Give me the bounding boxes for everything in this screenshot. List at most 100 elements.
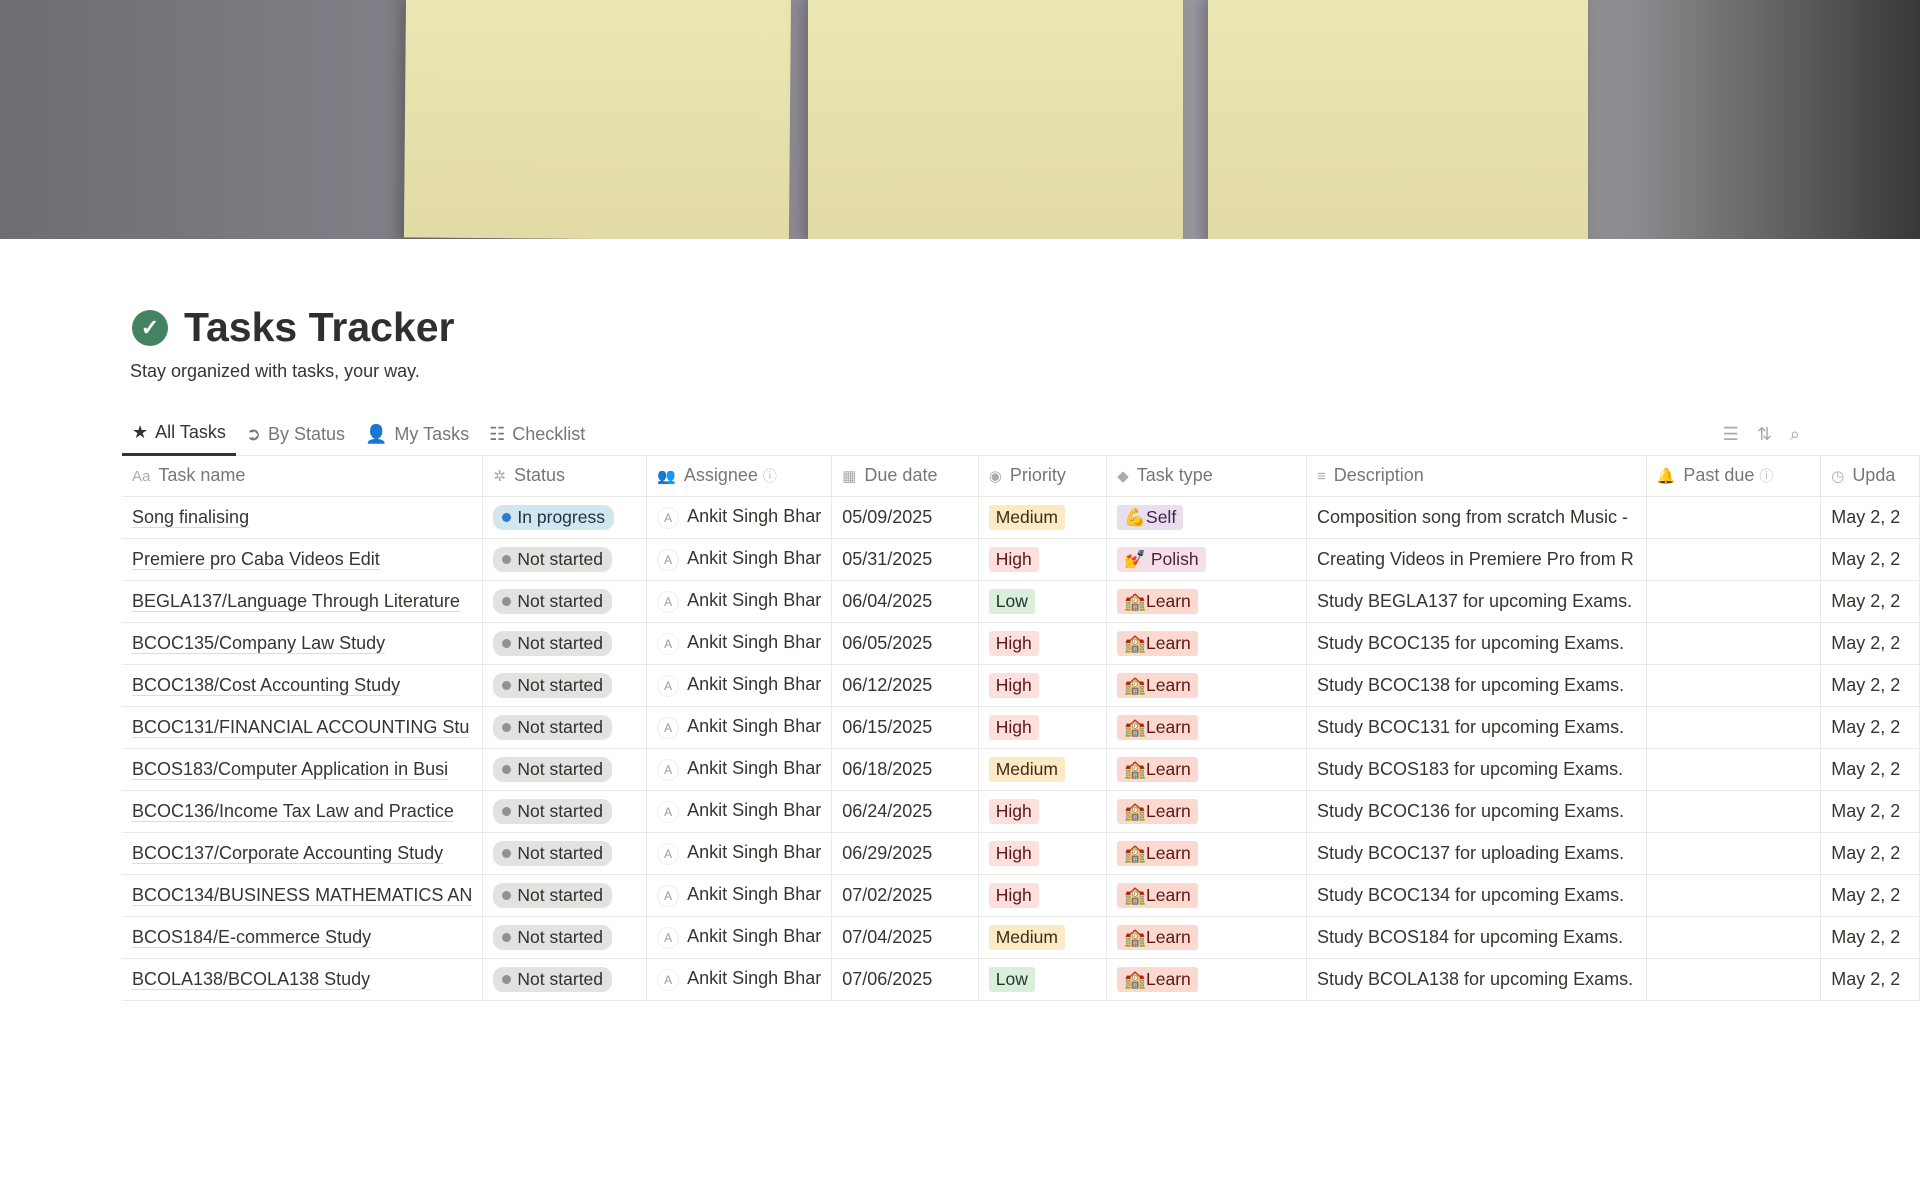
status-cell[interactable]: Not started xyxy=(482,916,648,959)
description-cell[interactable]: Study BCOC131 for upcoming Exams. xyxy=(1306,706,1647,749)
updated-cell[interactable]: May 2, 2 xyxy=(1820,790,1920,833)
column-header-task-name[interactable]: Aa Task name xyxy=(122,456,484,497)
description-cell[interactable]: Study BCOC134 for upcoming Exams. xyxy=(1306,874,1647,917)
status-cell[interactable]: Not started xyxy=(482,538,648,581)
task-type-cell[interactable]: 🏫Learn xyxy=(1106,622,1307,665)
tab-my-tasks[interactable]: 👤 My Tasks xyxy=(364,423,470,444)
column-header-upda[interactable]: ◷ Upda xyxy=(1820,456,1920,497)
past-due-cell[interactable] xyxy=(1646,706,1822,749)
info-icon[interactable]: ⓘ xyxy=(762,468,777,485)
priority-cell[interactable]: Low xyxy=(978,958,1108,1001)
assignee-cell[interactable]: A Ankit Singh Bhar xyxy=(646,664,833,707)
updated-cell[interactable]: May 2, 2 xyxy=(1820,664,1920,707)
past-due-cell[interactable] xyxy=(1646,874,1822,917)
updated-cell[interactable]: May 2, 2 xyxy=(1820,706,1920,749)
past-due-cell[interactable] xyxy=(1646,790,1822,833)
status-cell[interactable]: Not started xyxy=(482,958,648,1001)
assignee-cell[interactable]: A Ankit Singh Bhar xyxy=(646,958,833,1001)
table-row[interactable]: BCOC131/FINANCIAL ACCOUNTING Stu Not sta… xyxy=(122,706,1920,749)
description-cell[interactable]: Study BCOC137 for uploading Exams. xyxy=(1306,832,1647,875)
column-header-due-date[interactable]: ▦ Due date xyxy=(831,456,979,497)
status-cell[interactable]: Not started xyxy=(482,706,648,749)
priority-cell[interactable]: High xyxy=(978,874,1108,917)
table-row[interactable]: BCOS184/E-commerce Study Not started A An… xyxy=(122,916,1920,959)
updated-cell[interactable]: May 2, 2 xyxy=(1820,832,1920,875)
past-due-cell[interactable] xyxy=(1646,832,1822,875)
description-cell[interactable]: Study BCOC138 for upcoming Exams. xyxy=(1306,664,1647,707)
table-row[interactable]: Premiere pro Caba Videos Edit Not starte… xyxy=(122,538,1920,581)
task-name-cell[interactable]: BCOS183/Computer Application in Busi xyxy=(122,748,484,791)
column-header-status[interactable]: ✲ Status xyxy=(482,456,648,497)
description-cell[interactable]: Study BCOS183 for upcoming Exams. xyxy=(1306,748,1647,791)
past-due-cell[interactable] xyxy=(1646,538,1822,581)
assignee-cell[interactable]: A Ankit Singh Bhar xyxy=(646,706,833,749)
due-date-cell[interactable]: 07/02/2025 xyxy=(831,874,979,917)
filter-icon[interactable]: ☰ xyxy=(1722,424,1739,444)
updated-cell[interactable]: May 2, 2 xyxy=(1820,538,1920,581)
assignee-cell[interactable]: A Ankit Singh Bhar xyxy=(646,748,833,791)
status-cell[interactable]: Not started xyxy=(482,622,648,665)
past-due-cell[interactable] xyxy=(1646,916,1822,959)
task-type-cell[interactable]: 🏫Learn xyxy=(1106,958,1307,1001)
updated-cell[interactable]: May 2, 2 xyxy=(1820,874,1920,917)
priority-cell[interactable]: High xyxy=(978,622,1108,665)
description-cell[interactable]: Creating Videos in Premiere Pro from R xyxy=(1306,538,1647,581)
task-type-cell[interactable]: 🏫Learn xyxy=(1106,664,1307,707)
task-name-cell[interactable]: BCOS184/E-commerce Study xyxy=(122,916,484,959)
task-type-cell[interactable]: 🏫Learn xyxy=(1106,790,1307,833)
task-name-cell[interactable]: BCOC131/FINANCIAL ACCOUNTING Stu xyxy=(122,706,484,749)
status-cell[interactable]: Not started xyxy=(482,790,648,833)
status-cell[interactable]: In progress xyxy=(482,496,648,539)
task-name-cell[interactable]: Premiere pro Caba Videos Edit xyxy=(122,538,484,581)
task-type-cell[interactable]: 💪Self xyxy=(1106,496,1307,539)
task-name-cell[interactable]: Song finalising xyxy=(122,496,484,539)
tab-checklist[interactable]: ☷ Checklist xyxy=(489,423,586,444)
due-date-cell[interactable]: 06/18/2025 xyxy=(831,748,979,791)
task-name-cell[interactable]: BCOLA138/BCOLA138 Study xyxy=(122,958,484,1001)
description-cell[interactable]: Study BCOC136 for upcoming Exams. xyxy=(1306,790,1647,833)
table-row[interactable]: BEGLA137/Language Through Literature Not… xyxy=(122,580,1920,623)
assignee-cell[interactable]: A Ankit Singh Bhar xyxy=(646,874,833,917)
task-type-cell[interactable]: 🏫Learn xyxy=(1106,916,1307,959)
task-type-cell[interactable]: 💅 Polish xyxy=(1106,538,1307,581)
assignee-cell[interactable]: A Ankit Singh Bhar xyxy=(646,790,833,833)
due-date-cell[interactable]: 06/15/2025 xyxy=(831,706,979,749)
due-date-cell[interactable]: 06/05/2025 xyxy=(831,622,979,665)
due-date-cell[interactable]: 06/24/2025 xyxy=(831,790,979,833)
task-name-cell[interactable]: BEGLA137/Language Through Literature xyxy=(122,580,484,623)
updated-cell[interactable]: May 2, 2 xyxy=(1820,622,1920,665)
description-cell[interactable]: Study BCOS184 for upcoming Exams. xyxy=(1306,916,1647,959)
task-type-cell[interactable]: 🏫Learn xyxy=(1106,580,1307,623)
assignee-cell[interactable]: A Ankit Singh Bhar xyxy=(646,832,833,875)
table-row[interactable]: BCOC137/Corporate Accounting Study Not s… xyxy=(122,832,1920,875)
column-header-past-due[interactable]: 🔔 Past due ⓘ xyxy=(1646,456,1822,497)
past-due-cell[interactable] xyxy=(1646,958,1822,1001)
task-name-cell[interactable]: BCOC134/BUSINESS MATHEMATICS AN xyxy=(122,874,484,917)
status-cell[interactable]: Not started xyxy=(482,874,648,917)
updated-cell[interactable]: May 2, 2 xyxy=(1820,958,1920,1001)
due-date-cell[interactable]: 06/29/2025 xyxy=(831,832,979,875)
updated-cell[interactable]: May 2, 2 xyxy=(1820,580,1920,623)
updated-cell[interactable]: May 2, 2 xyxy=(1820,496,1920,539)
table-row[interactable]: BCOLA138/BCOLA138 Study Not started A Ank… xyxy=(122,958,1920,1001)
tab-all-tasks[interactable]: ★ All Tasks xyxy=(122,412,236,456)
task-name-cell[interactable]: BCOC138/Cost Accounting Study xyxy=(122,664,484,707)
task-name-cell[interactable]: BCOC136/Income Tax Law and Practice xyxy=(122,790,484,833)
task-name-cell[interactable]: BCOC137/Corporate Accounting Study xyxy=(122,832,484,875)
past-due-cell[interactable] xyxy=(1646,580,1822,623)
search-icon[interactable]: ⌕ xyxy=(1789,424,1800,444)
past-due-cell[interactable] xyxy=(1646,748,1822,791)
info-icon[interactable]: ⓘ xyxy=(1759,468,1774,485)
description-cell[interactable]: Study BEGLA137 for upcoming Exams. xyxy=(1306,580,1647,623)
past-due-cell[interactable] xyxy=(1646,664,1822,707)
due-date-cell[interactable]: 06/12/2025 xyxy=(831,664,979,707)
status-cell[interactable]: Not started xyxy=(482,580,648,623)
updated-cell[interactable]: May 2, 2 xyxy=(1820,748,1920,791)
due-date-cell[interactable]: 06/04/2025 xyxy=(831,580,979,623)
past-due-cell[interactable] xyxy=(1646,496,1822,539)
assignee-cell[interactable]: A Ankit Singh Bhar xyxy=(646,916,833,959)
table-row[interactable]: BCOS183/Computer Application in Busi Not… xyxy=(122,748,1920,791)
due-date-cell[interactable]: 07/04/2025 xyxy=(831,916,979,959)
task-type-cell[interactable]: 🏫Learn xyxy=(1106,706,1307,749)
